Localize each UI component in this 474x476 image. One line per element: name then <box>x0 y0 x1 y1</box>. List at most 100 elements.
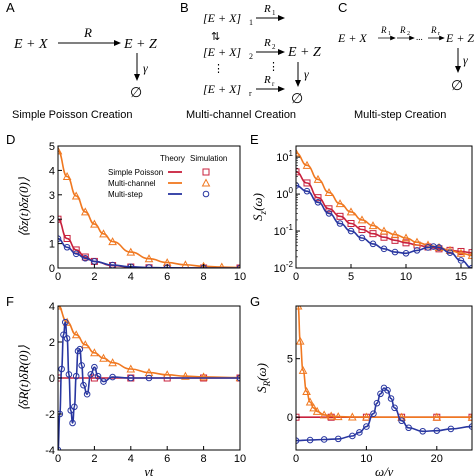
f-simple-poisson-marker <box>90 374 98 382</box>
y-tick-label: 0 <box>49 373 55 385</box>
scheme-b-rate-1: R <box>263 3 271 15</box>
y-tick-label: 5 <box>49 141 55 153</box>
g-multi-channel-curve <box>297 306 472 419</box>
e-multi-step-marker <box>369 240 377 248</box>
d-multi-step-marker <box>72 250 80 258</box>
y-tick-label: 101 <box>276 149 293 164</box>
scheme-a-rate: R <box>83 25 92 40</box>
f-multi-step-marker <box>58 365 65 373</box>
e-multi-step-marker <box>358 234 366 242</box>
scheme-c-rate-r-sub: r <box>438 31 440 37</box>
g-multi-step-marker <box>320 436 328 443</box>
d-multi-channel-marker <box>108 237 117 246</box>
e-multi-channel-marker <box>313 174 323 183</box>
legend-simulation-marker <box>201 178 211 187</box>
x-tick-label: 2 <box>91 453 97 465</box>
f-multi-step-marker <box>91 363 98 371</box>
scheme-b-state-1: [E + X] <box>203 11 241 25</box>
g-multi-channel-marker <box>333 412 343 421</box>
g-multi-channel-marker <box>302 386 311 395</box>
f-multi-step-marker <box>78 362 85 369</box>
x-tick-label: 10 <box>360 453 372 465</box>
panel-letter-d: D <box>6 132 15 147</box>
x-tick-label: 8 <box>201 453 207 465</box>
e-simple-poisson-marker <box>296 168 300 176</box>
e-multi-step-marker <box>457 257 465 264</box>
scheme-b-rate-2-sub: 2 <box>272 43 276 51</box>
e-multi-channel-marker <box>390 230 400 239</box>
scheme-b-state-2: [E + X] <box>203 45 241 59</box>
scheme-a-empty: ∅ <box>130 86 142 101</box>
panel-letter-b: B <box>180 0 189 15</box>
f-multi-step-marker <box>67 407 75 414</box>
f-multi-step-marker <box>80 381 87 389</box>
scheme-b-rate-1-sub: 1 <box>272 9 276 17</box>
e-simple-poisson-marker <box>369 230 377 238</box>
chart-g-spectrum-r: 0 10 20 0 5 SR(ω) ω/γ <box>254 305 473 476</box>
f-multi-step-marker <box>76 345 84 353</box>
e-simple-poisson-marker <box>314 194 322 202</box>
e-multi-channel-marker <box>379 226 389 235</box>
d-multi-channel-marker <box>80 207 90 216</box>
scheme-c-caption: Multi-step Creation <box>354 109 446 121</box>
g-multi-step-marker <box>377 390 384 398</box>
f-multi-step-marker <box>63 335 71 342</box>
g-multi-step-marker <box>373 399 381 407</box>
f-multi-channel-marker <box>99 353 108 362</box>
scheme-a-decay-rate: γ <box>143 61 148 75</box>
f-multi-channel-marker <box>199 372 208 381</box>
scheme-b-rate-r: R <box>263 74 271 86</box>
e-simple-poisson-marker <box>325 205 333 213</box>
d-multi-step-curve <box>58 237 240 268</box>
g-multi-step-marker <box>370 410 377 418</box>
e-multi-step-marker <box>303 187 311 195</box>
f-y-axis-label: ⟨δR(t)δR(0)⟩ <box>16 345 31 411</box>
f-multi-step-marker <box>74 347 82 355</box>
scheme-a-reactants: E + X <box>13 37 48 52</box>
y-tick-label: 2 <box>49 337 55 349</box>
e-multi-step-marker <box>435 244 443 251</box>
f-multi-step-marker <box>61 318 69 326</box>
g-multi-channel-marker <box>467 412 472 421</box>
legend-simulation-marker <box>202 168 210 176</box>
f-multi-channel-marker <box>108 358 117 367</box>
d-y-axis-label: ⟨δz(t)δz(0)⟩ <box>16 177 31 237</box>
panel-letter-c: C <box>338 0 347 15</box>
scheme-c-dots: ... <box>416 32 423 42</box>
f-x-axis-label: γt <box>145 464 154 476</box>
scheme-b-state-1-sub: 1 <box>249 18 253 27</box>
e-multi-channel-marker <box>357 215 367 224</box>
f-multi-channel-marker <box>71 330 81 339</box>
x-tick-label: 2 <box>91 271 97 283</box>
g-multi-step-marker <box>387 395 395 402</box>
g-multi-channel-marker <box>296 306 303 310</box>
legend-simulation-marker <box>202 190 210 198</box>
scheme-c-rate-r: R <box>430 25 437 35</box>
x-tick-label: 0 <box>55 453 61 465</box>
panel-letter-a: A <box>6 0 15 15</box>
g-x-axis-label: ω/γ <box>375 464 394 476</box>
scheme-b-rate-dots: ⋮ <box>268 61 279 73</box>
x-tick-label: 10 <box>234 453 246 465</box>
y-tick-label: -4 <box>45 445 55 457</box>
scheme-c-decay-rate: γ <box>463 53 468 67</box>
e-simple-poisson-marker <box>303 179 311 187</box>
e-multi-channel-marker <box>335 199 345 208</box>
x-tick-label: 4 <box>128 453 134 465</box>
e-simple-poisson-marker <box>468 249 472 257</box>
g-multi-channel-marker <box>347 412 357 421</box>
x-tick-label: 15 <box>455 271 467 283</box>
f-multi-step-marker <box>69 419 76 427</box>
f-multi-channel-curve <box>58 306 240 379</box>
d-multi-step-marker <box>63 243 71 251</box>
f-multi-channel-marker <box>126 364 136 373</box>
scheme-b: B [E + X] 1 ⇅ [E + X] 2 ⋮ [E + X] r R 1 … <box>180 0 321 121</box>
f-multi-step-marker <box>72 372 80 380</box>
legend-row: Simple Poisson <box>108 168 210 177</box>
chart-e-spectrum-z: 0 5 10 15 10-2 10-1 100 101 Sz(ω) <box>250 145 473 283</box>
panel-letter-f: F <box>6 294 14 309</box>
legend-row: Multi-step <box>108 190 210 199</box>
g-multi-step-marker <box>405 424 412 432</box>
f-multi-step-marker <box>127 374 135 382</box>
d-multi-channel-marker <box>62 171 72 180</box>
